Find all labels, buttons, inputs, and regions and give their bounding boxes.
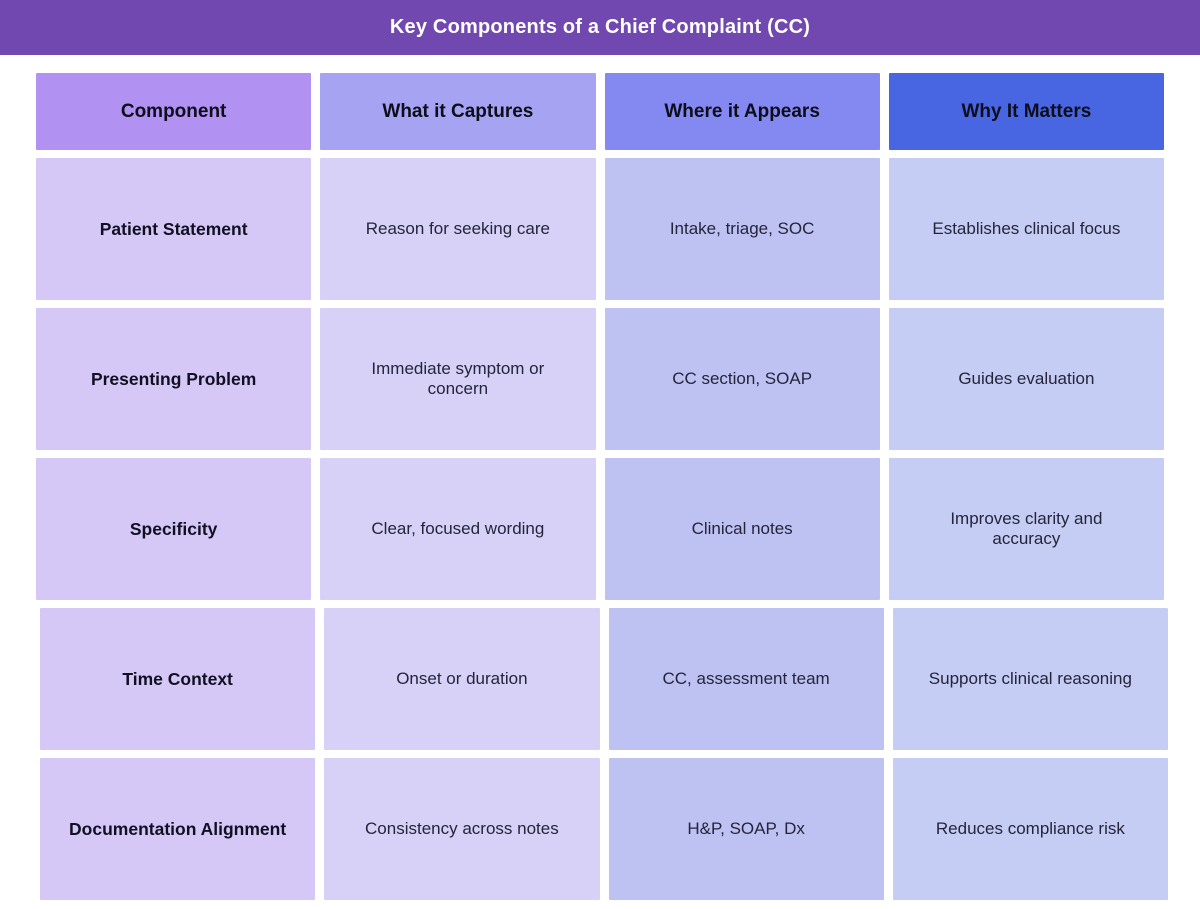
cell-why-it-matters: Supports clinical reasoning [892,608,1168,750]
cell-component: Time Context [40,608,316,750]
column-header-what-it-captures: What it Captures [320,73,596,150]
cell-text: Onset or duration [396,669,528,688]
title-bar: Key Components of a Chief Complaint (CC) [0,0,1200,55]
column-header-label: Where it Appears [664,100,820,122]
cell-component: Specificity [36,458,312,600]
column-header-where-it-appears: Where it Appears [604,73,880,150]
cell-text: Specificity [129,518,218,539]
cell-text: Documentation Alignment [69,818,287,839]
cell-text: Consistency across notes [365,819,559,838]
column-header-label: Why It Matters [961,100,1092,122]
table-row: Presenting Problem Immediate symptom or … [36,308,1164,450]
column-header-label: What it Captures [382,100,534,122]
cell-where-it-appears: H&P, SOAP, Dx [608,758,884,900]
cell-what-it-captures: Onset or duration [324,608,600,750]
table-header-row: Component What it Captures Where it Appe… [36,73,1164,150]
cell-component: Presenting Problem [36,308,312,450]
cell-text: Reason for seeking care [365,219,551,238]
cell-text: Improves clarity and accuracy [950,509,1103,548]
cell-text: Intake, triage, SOC [669,219,815,238]
cell-text: Clinical notes [691,519,793,538]
page-title: Key Components of a Chief Complaint (CC) [389,16,811,38]
column-header-component: Component [36,73,312,150]
table-row: Specificity Clear, focused wording Clini… [36,458,1164,600]
cell-text: Guides evaluation [958,369,1095,388]
cell-why-it-matters: Improves clarity and accuracy [888,458,1164,600]
cell-text: Reduces compliance risk [935,819,1125,838]
table-row: Time Context Onset or duration CC, asses… [40,608,1168,750]
table-row: Patient Statement Reason for seeking car… [36,158,1164,300]
cell-where-it-appears: CC section, SOAP [604,308,880,450]
cell-text: Presenting Problem [90,368,257,389]
column-header-why-it-matters: Why It Matters [888,73,1164,150]
cell-what-it-captures: Reason for seeking care [320,158,596,300]
cell-why-it-matters: Reduces compliance risk [892,758,1168,900]
cell-why-it-matters: Guides evaluation [888,308,1164,450]
components-table: Component What it Captures Where it Appe… [0,55,1200,900]
cell-text: Time Context [122,668,233,689]
table-row: Documentation Alignment Consistency acro… [40,758,1168,900]
cell-text: Immediate symptom or concern [371,359,545,398]
cell-text: H&P, SOAP, Dx [687,819,805,838]
cell-where-it-appears: Clinical notes [604,458,880,600]
cell-text: Supports clinical reasoning [928,669,1132,688]
column-header-label: Component [120,100,227,122]
cell-where-it-appears: Intake, triage, SOC [604,158,880,300]
cell-component: Documentation Alignment [40,758,316,900]
cell-where-it-appears: CC, assessment team [608,608,884,750]
cell-text: CC section, SOAP [672,369,813,388]
cell-what-it-captures: Consistency across notes [324,758,600,900]
cell-component: Patient Statement [36,158,312,300]
cell-what-it-captures: Clear, focused wording [320,458,596,600]
cell-text: Clear, focused wording [371,519,545,538]
cell-text: Patient Statement [99,218,248,239]
cell-text: Establishes clinical focus [932,219,1121,238]
cell-what-it-captures: Immediate symptom or concern [320,308,596,450]
cell-why-it-matters: Establishes clinical focus [888,158,1164,300]
cell-text: CC, assessment team [662,669,830,688]
